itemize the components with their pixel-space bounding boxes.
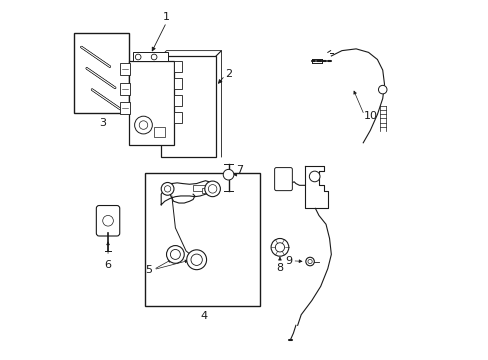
Circle shape bbox=[307, 260, 311, 264]
Text: 3: 3 bbox=[99, 118, 106, 128]
Bar bbox=[161, 56, 216, 157]
Circle shape bbox=[166, 246, 184, 263]
Circle shape bbox=[139, 121, 147, 129]
Circle shape bbox=[208, 185, 216, 193]
Circle shape bbox=[164, 186, 170, 192]
Circle shape bbox=[135, 54, 141, 60]
Text: 2: 2 bbox=[224, 69, 232, 79]
Circle shape bbox=[151, 54, 157, 60]
Bar bbox=[120, 63, 130, 76]
Text: 1: 1 bbox=[163, 12, 170, 22]
Bar bbox=[202, 188, 210, 193]
Bar bbox=[133, 53, 168, 61]
Circle shape bbox=[204, 181, 220, 197]
Bar bbox=[154, 127, 164, 138]
Text: 6: 6 bbox=[104, 260, 111, 270]
Circle shape bbox=[191, 254, 202, 265]
Bar bbox=[145, 173, 260, 306]
Circle shape bbox=[102, 215, 113, 226]
Circle shape bbox=[186, 250, 206, 270]
Circle shape bbox=[134, 116, 152, 134]
FancyBboxPatch shape bbox=[96, 206, 120, 236]
FancyBboxPatch shape bbox=[274, 168, 292, 191]
Bar bbox=[173, 95, 182, 106]
Bar bbox=[193, 185, 205, 192]
Bar bbox=[173, 60, 182, 72]
Text: 8: 8 bbox=[276, 263, 283, 273]
Text: 5: 5 bbox=[145, 265, 152, 275]
Bar bbox=[173, 77, 182, 89]
Text: 9: 9 bbox=[285, 256, 292, 266]
Bar bbox=[120, 82, 130, 95]
Bar bbox=[129, 61, 173, 145]
Circle shape bbox=[161, 183, 174, 195]
Circle shape bbox=[223, 169, 233, 180]
Circle shape bbox=[309, 171, 319, 182]
Text: 4: 4 bbox=[200, 311, 207, 321]
Circle shape bbox=[170, 249, 180, 260]
Circle shape bbox=[305, 257, 314, 266]
Text: 10: 10 bbox=[364, 111, 378, 121]
Bar bbox=[74, 33, 129, 113]
Text: 7: 7 bbox=[235, 166, 242, 175]
Bar bbox=[120, 102, 130, 114]
Circle shape bbox=[270, 238, 288, 256]
Circle shape bbox=[378, 85, 386, 94]
Bar bbox=[173, 112, 182, 123]
Circle shape bbox=[275, 243, 284, 252]
